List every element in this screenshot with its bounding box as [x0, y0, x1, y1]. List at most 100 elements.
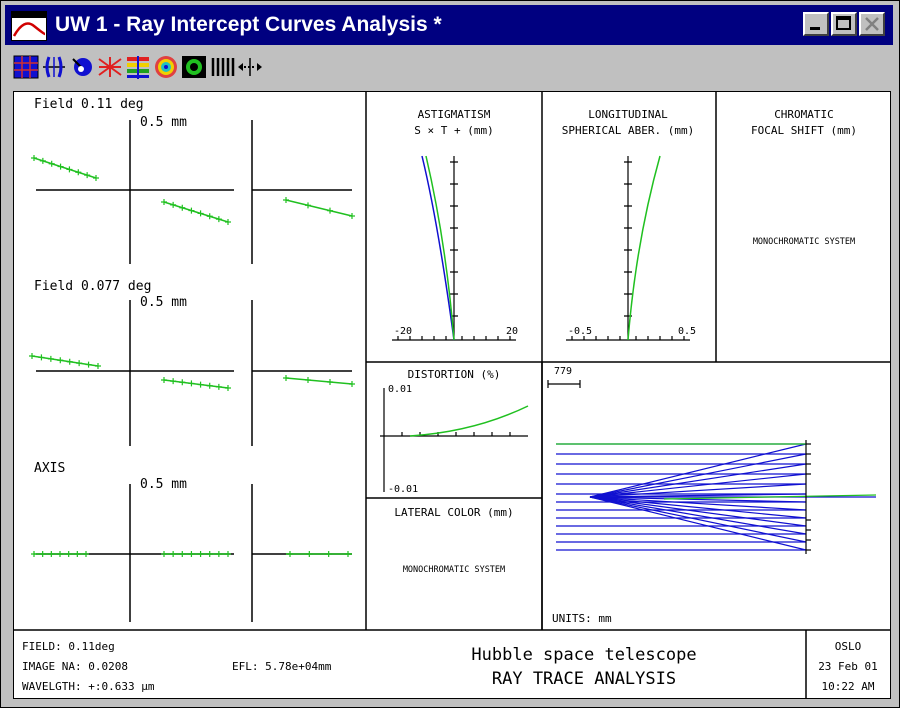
chrom-message: MONOCHROMATIC SYSTEM: [753, 237, 855, 247]
scale-label-1: 0.5 mm: [140, 115, 187, 130]
lens-icon[interactable]: [41, 55, 67, 79]
astigmatism-panel: ASTIGMATISM S × T + (mm) -20 20: [392, 108, 518, 341]
ray-marker: [305, 202, 311, 209]
footer: FIELD: 0.11deg IMAGE NA: 0.0208 WAVELGTH…: [22, 640, 878, 693]
field-label-3: AXIS: [34, 461, 65, 476]
sph-curve: [627, 155, 661, 341]
ray-marker: [29, 353, 35, 359]
ray-marker: [345, 551, 351, 557]
ray-marker: [215, 383, 222, 390]
reflected-ray: [589, 443, 807, 498]
field-label-2: Field 0.077 deg: [34, 279, 151, 294]
maximize-button[interactable]: [831, 12, 857, 36]
ray-marker: [283, 197, 289, 203]
sph-title-1: LONGITUDINAL: [588, 108, 668, 121]
grid-icon[interactable]: [13, 55, 39, 79]
ray-marker: [48, 160, 55, 167]
reflected-ray: [589, 453, 807, 498]
ray-marker: [39, 551, 46, 557]
ray-marker: [179, 551, 186, 557]
ray-marker: [206, 551, 213, 557]
ray-intercept-panel: Field 0.11 deg 0.5 mm Field 0.077 deg 0.…: [29, 97, 355, 622]
ray-marker: [306, 551, 313, 557]
footer-efl: EFL: 5.78e+04mm: [232, 660, 332, 673]
ray-marker: [95, 363, 101, 369]
chrom-title-1: CHROMATIC: [774, 108, 834, 121]
sph-title-2: SPHERICAL ABER. (mm): [562, 124, 694, 137]
ray-marker: [75, 169, 82, 176]
footer-program: OSLO: [835, 640, 862, 653]
footer-field: FIELD: 0.11deg: [22, 640, 115, 653]
ray-marker: [179, 379, 186, 386]
lens-units: UNITS: mm: [552, 612, 612, 625]
ray-marker: [65, 551, 72, 557]
reflected-ray: [589, 496, 807, 503]
ray-marker: [66, 358, 73, 365]
distortion-tick-min: -0.01: [388, 484, 418, 495]
field-label-1: Field 0.11 deg: [34, 97, 144, 112]
ray-marker: [188, 207, 195, 214]
ray-marker: [215, 216, 222, 223]
ray-marker: [225, 385, 231, 391]
astig-tick-min: -20: [394, 326, 412, 337]
bars-icon[interactable]: [125, 55, 151, 79]
lines-icon[interactable]: [209, 55, 235, 79]
circle-icon[interactable]: [181, 55, 207, 79]
app-logo-icon[interactable]: [11, 11, 47, 41]
astig-tangential-curve: [425, 155, 455, 341]
ray-marker: [179, 204, 186, 211]
analysis-canvas: Field 0.11 deg 0.5 mm Field 0.077 deg 0.…: [14, 92, 890, 698]
lateral-color-panel: LATERAL COLOR (mm) MONOCHROMATIC SYSTEM: [394, 506, 513, 575]
footer-date: 23 Feb 01: [818, 660, 878, 673]
astig-title-1: ASTIGMATISM: [418, 108, 491, 121]
distortion-panel: DISTORTION (%) 0.01 -0.01: [380, 368, 529, 495]
title-bar[interactable]: UW 1 - Ray Intercept Curves Analysis *: [5, 5, 893, 45]
ray-marker: [206, 382, 213, 389]
chromatic-focal-panel: CHROMATIC FOCAL SHIFT (mm) MONOCHROMATIC…: [751, 108, 857, 247]
reflected-ray: [589, 496, 807, 519]
ray-marker: [188, 551, 195, 557]
sph-axes: [566, 156, 690, 341]
ray-marker: [170, 378, 177, 385]
sph-tick-max: 0.5: [678, 326, 696, 337]
reflected-ray: [589, 496, 807, 527]
distortion-axes: [380, 388, 528, 492]
ray-marker: [197, 210, 204, 217]
ray-intercept-axes: [36, 120, 352, 622]
rays-icon[interactable]: [97, 55, 123, 79]
ray-marker: [206, 213, 213, 220]
sph-tick-min: -0.5: [568, 326, 592, 337]
ray-intercept-curves: [31, 157, 353, 555]
spot-icon[interactable]: [69, 55, 95, 79]
panel-dividers: [14, 92, 890, 698]
ray-marker: [38, 354, 45, 361]
ray-marker: [57, 551, 63, 557]
move-icon[interactable]: [237, 55, 263, 79]
ray-marker: [327, 207, 333, 214]
ray-marker: [197, 551, 204, 557]
ray-marker: [283, 375, 289, 381]
lens-drawing-panel: 779 UNITS: mm: [547, 366, 877, 625]
ray-marker: [57, 357, 64, 364]
distortion-tick-max: 0.01: [388, 384, 412, 395]
plot-area: Field 0.11 deg 0.5 mm Field 0.077 deg 0.…: [13, 91, 891, 699]
ray-marker: [39, 157, 46, 164]
astig-title-2: S × T + (mm): [414, 124, 493, 137]
distortion-title: DISTORTION (%): [408, 368, 501, 381]
close-button[interactable]: [859, 12, 885, 36]
lateral-color-message: MONOCHROMATIC SYSTEM: [403, 565, 505, 575]
ray-marker: [93, 175, 99, 181]
close-icon: [865, 17, 879, 31]
footer-title-2: RAY TRACE ANALYSIS: [492, 669, 676, 689]
ray-marker: [287, 551, 293, 557]
minimize-button[interactable]: [803, 12, 829, 36]
ray-marker: [161, 199, 167, 205]
ray-marker: [161, 377, 167, 383]
ray-marker: [215, 551, 222, 557]
ray-intercept-markers: [29, 155, 355, 557]
spherical-panel: LONGITUDINAL SPHERICAL ABER. (mm) -0.5 0…: [562, 108, 696, 341]
chrom-title-2: FOCAL SHIFT (mm): [751, 124, 857, 137]
ray-marker: [31, 155, 37, 161]
target-icon[interactable]: [153, 55, 179, 79]
